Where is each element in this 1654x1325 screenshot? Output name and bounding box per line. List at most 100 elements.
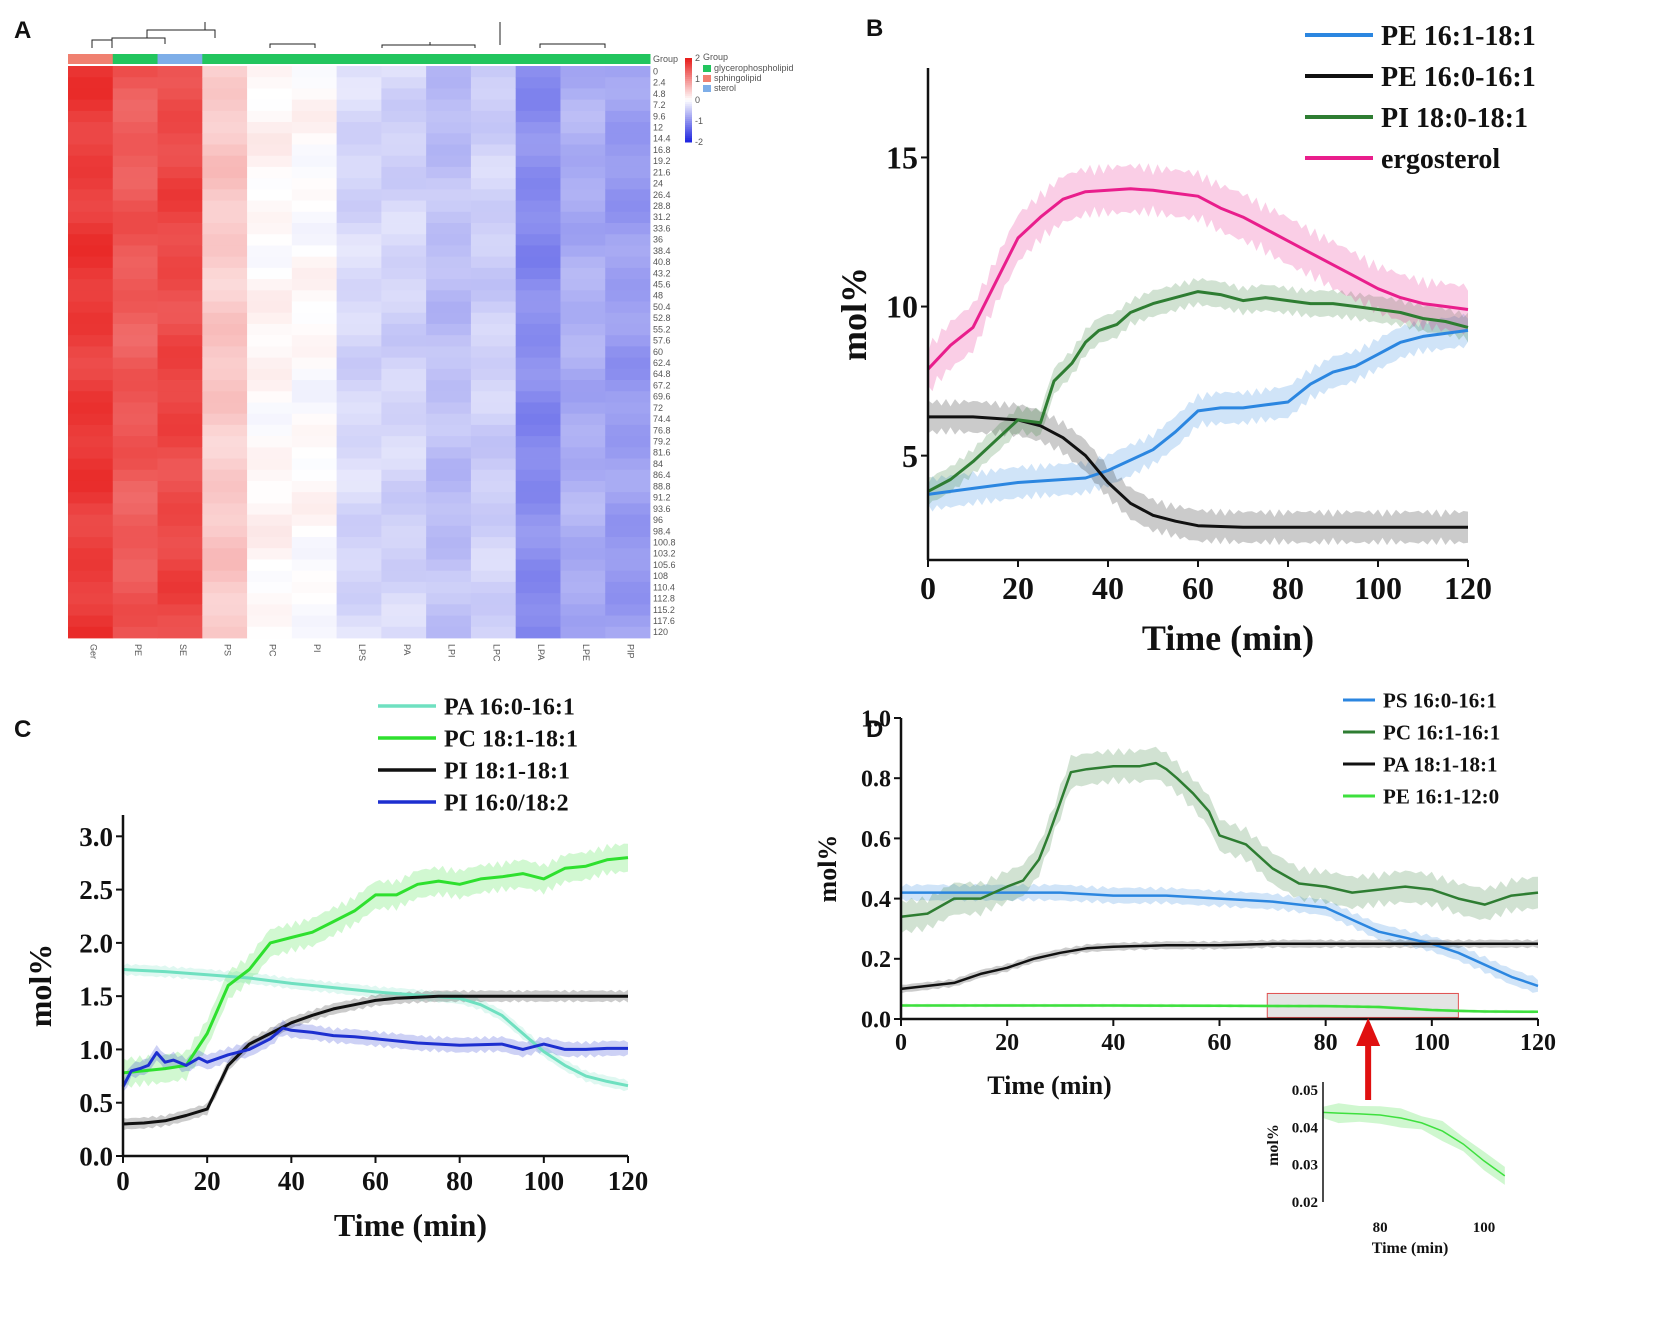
heatmap-cell: [68, 380, 114, 392]
heatmap-cell: [68, 548, 114, 560]
panel-b-series-2-line: [927, 290, 1469, 493]
heatmap-cell: [336, 615, 382, 628]
heatmap-cell: [470, 110, 517, 123]
heatmap-cell: [202, 335, 248, 347]
heatmap-cell: [157, 570, 203, 583]
heatmap-cell: [381, 267, 427, 280]
heatmap-cell: [381, 604, 427, 616]
heatmap-cell: [202, 447, 248, 459]
heatmap-cell: [426, 323, 472, 336]
heatmap-cell: [291, 279, 338, 291]
heatmap-cell: [202, 301, 248, 314]
panel-b-x-tick-label: 40: [1092, 570, 1124, 606]
heatmap-row-label: 93.6: [653, 504, 671, 514]
heatmap-cell: [157, 402, 203, 415]
heatmap-cell: [605, 312, 651, 325]
panel-c-legend-label-2: PI 18:1-18:1: [444, 758, 570, 784]
heatmap-cell: [381, 559, 427, 572]
heatmap-row-label: 79.2: [653, 437, 671, 447]
heatmap-cell: [560, 99, 606, 112]
heatmap-cell: [426, 335, 472, 347]
heatmap-cell: [336, 626, 382, 639]
heatmap-cell: [560, 503, 606, 516]
heatmap-cell: [202, 559, 248, 572]
heatmap-cell: [247, 256, 293, 269]
panel-c-series-0-line: [122, 968, 629, 1088]
inset-y-tick-label: 0.02: [1292, 1195, 1318, 1211]
colorbar-segment: [685, 135, 692, 139]
heatmap-cell: [515, 593, 561, 605]
heatmap-cell: [426, 492, 472, 504]
heatmap-cell: [381, 335, 427, 347]
heatmap-cell: [336, 559, 382, 572]
heatmap-cell: [157, 245, 203, 258]
heatmap-cell: [68, 211, 114, 224]
heatmap-cell: [426, 626, 472, 639]
panel-c-band-3: [123, 1019, 628, 1092]
heatmap-cell: [605, 380, 651, 392]
heatmap-cell: [470, 290, 517, 302]
heatmap-cell: [112, 211, 158, 224]
heatmap-cell: [515, 447, 561, 459]
heatmap-cell: [202, 357, 248, 370]
heatmap-cell: [426, 122, 472, 134]
heatmap-cell: [426, 537, 472, 549]
heatmap-cell: [560, 604, 606, 616]
heatmap-cell: [381, 155, 427, 168]
heatmap-cell: [605, 413, 651, 426]
heatmap-cell: [470, 312, 517, 325]
heatmap-cell: [247, 402, 293, 415]
colorbar-segment: [685, 102, 692, 105]
panel-c-y-tick-label: 0.0: [79, 1141, 113, 1171]
heatmap-cell: [605, 178, 651, 190]
heatmap-cell: [426, 424, 472, 437]
heatmap-cell: [560, 155, 606, 168]
group-annotation-cell: [202, 54, 248, 64]
heatmap-cell: [515, 537, 561, 549]
heatmap-row-label: 0: [653, 66, 658, 76]
heatmap-cell: [336, 525, 382, 538]
heatmap-cell: [336, 368, 382, 381]
heatmap-cell: [247, 245, 293, 258]
heatmap-cell: [470, 99, 517, 112]
heatmap-cell: [381, 122, 427, 134]
heatmap-cell: [247, 66, 293, 78]
heatmap-cell: [560, 245, 606, 258]
heatmap-cell: [470, 66, 517, 78]
heatmap-cell: [336, 122, 382, 134]
heatmap-cell: [68, 166, 114, 179]
heatmap-cell: [336, 581, 382, 594]
heatmap-cell: [381, 346, 427, 359]
heatmap-cell: [202, 110, 248, 123]
heatmap-cell: [112, 88, 158, 101]
heatmap-cell: [202, 267, 248, 280]
heatmap-cell: [381, 413, 427, 426]
heatmap-cell: [68, 189, 114, 201]
heatmap-cell: [470, 559, 517, 572]
heatmap-cell: [426, 503, 472, 516]
heatmap-cell: [68, 234, 114, 246]
group-annotation-cell: [515, 54, 561, 64]
inset-y-axis-title: mol%: [1265, 1124, 1282, 1166]
heatmap-cell: [68, 99, 114, 112]
heatmap-cell: [515, 492, 561, 504]
heatmap-cell: [68, 492, 114, 504]
heatmap-cell: [157, 413, 203, 426]
heatmap-cell: [560, 166, 606, 179]
panel-c-band-0: [123, 963, 628, 1092]
heatmap-cell: [157, 234, 203, 246]
heatmap-cell: [515, 256, 561, 269]
heatmap-cell: [381, 537, 427, 549]
heatmap-cell: [291, 323, 338, 336]
heatmap-column-label: PI: [312, 644, 322, 653]
heatmap-cell: [605, 66, 651, 78]
panel-c-x-tick-label: 120: [608, 1166, 649, 1196]
heatmap-cell: [426, 402, 472, 415]
heatmap-cell: [112, 559, 158, 572]
panel-c-series-1-line: [122, 856, 629, 1075]
heatmap-cell: [560, 548, 606, 560]
heatmap-cell: [247, 133, 293, 145]
heatmap-cell: [560, 570, 606, 583]
heatmap-cell: [112, 200, 158, 213]
heatmap-cell: [68, 615, 114, 628]
